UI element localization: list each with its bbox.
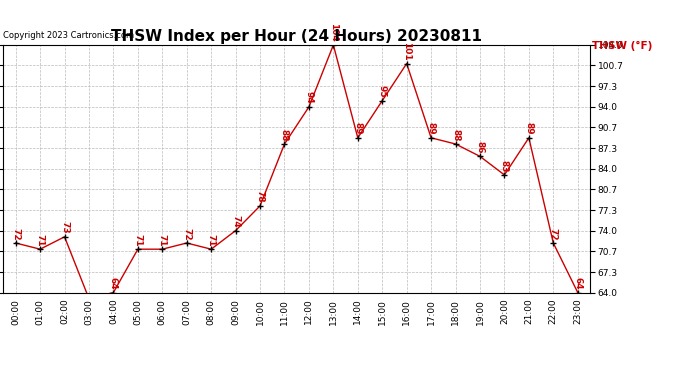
Title: THSW Index per Hour (24 Hours) 20230811: THSW Index per Hour (24 Hours) 20230811 [111,29,482,44]
Text: 64: 64 [109,277,118,290]
Text: 72: 72 [549,228,558,240]
Text: THSW (°F): THSW (°F) [592,41,653,51]
Text: 74: 74 [231,215,240,228]
Text: 89: 89 [353,122,362,135]
Text: 88: 88 [280,129,289,141]
Text: 101: 101 [402,42,411,61]
Text: 73: 73 [60,221,69,234]
Text: 104: 104 [329,24,338,42]
Text: 95: 95 [377,85,386,98]
Text: 63: 63 [0,374,1,375]
Text: Copyright 2023 Cartronics.com: Copyright 2023 Cartronics.com [3,31,135,40]
Text: 64: 64 [573,277,582,290]
Text: 71: 71 [133,234,142,246]
Text: 72: 72 [182,228,191,240]
Text: 86: 86 [475,141,484,154]
Text: 89: 89 [426,122,435,135]
Text: 78: 78 [255,190,264,203]
Text: 88: 88 [451,129,460,141]
Text: 72: 72 [11,228,20,240]
Text: 94: 94 [304,92,313,104]
Text: 71: 71 [207,234,216,246]
Text: 83: 83 [500,160,509,172]
Text: 71: 71 [158,234,167,246]
Text: 71: 71 [36,234,45,246]
Text: 89: 89 [524,122,533,135]
